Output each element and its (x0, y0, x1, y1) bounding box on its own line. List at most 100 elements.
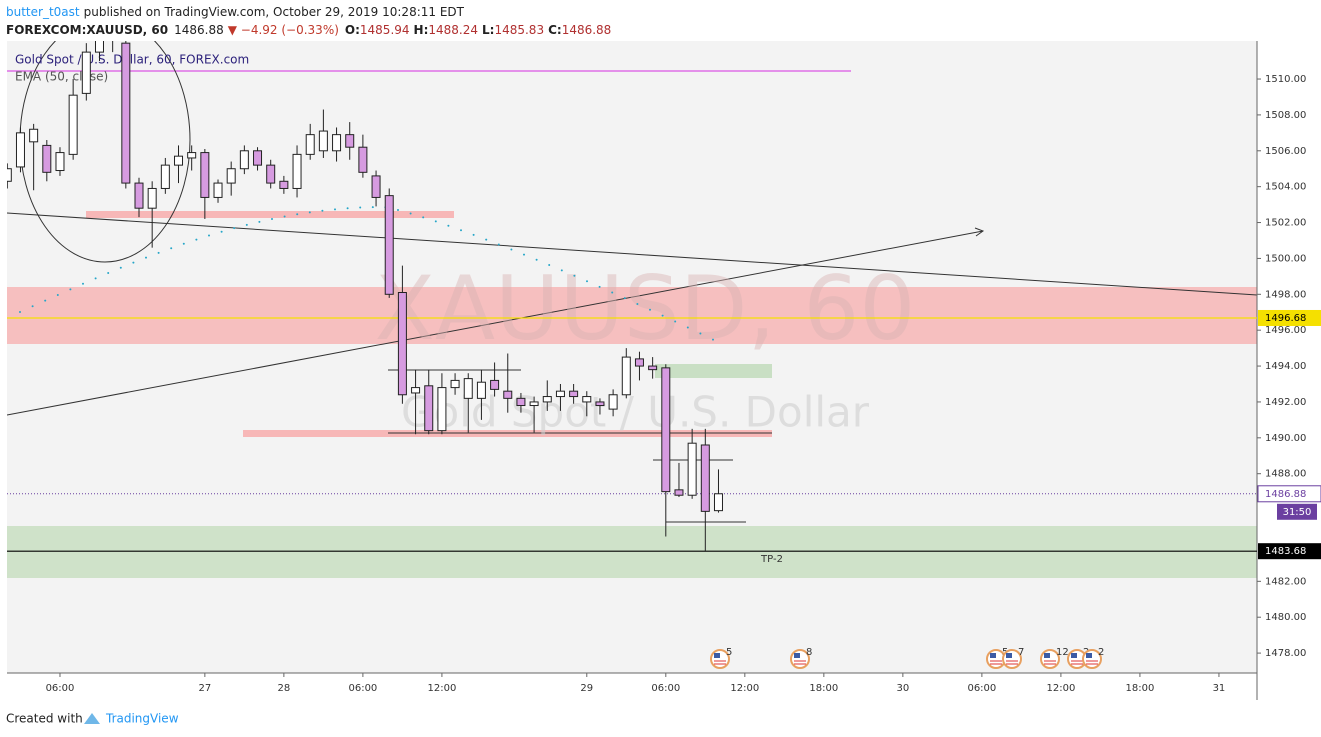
candle-body (450, 379, 460, 389)
event-icon[interactable]: 5 (710, 647, 732, 669)
ohlc-value: 1486.88 (562, 23, 612, 37)
ema-dot (686, 326, 689, 329)
target-zone (7, 526, 1257, 578)
footer-brand[interactable]: TradingView (105, 712, 179, 726)
ema-dot (586, 280, 588, 283)
y-tick-label: 1508.00 (1265, 110, 1306, 121)
ema-dot (195, 238, 198, 241)
event-count: 5 (726, 647, 732, 658)
ema-dot (69, 288, 72, 291)
ema-dot (334, 208, 336, 211)
candle-body (226, 168, 236, 184)
ema-dot (19, 311, 21, 313)
x-tick-label: 31 (1213, 683, 1226, 694)
price-label-box (1258, 309, 1321, 326)
y-tick-label: 1502.00 (1265, 218, 1306, 229)
candle-body (582, 396, 592, 403)
candle-body (239, 150, 249, 170)
candle-body (15, 132, 25, 168)
ema-dot (510, 248, 513, 251)
event-icon[interactable]: 2 (1082, 647, 1104, 669)
x-tick-label: 12:00 (427, 683, 456, 694)
ema-dot (208, 234, 210, 237)
event-icon[interactable]: 8 (790, 647, 812, 669)
ema-dot (699, 332, 702, 335)
ema-dot (321, 209, 324, 212)
trend-line (7, 212, 1257, 296)
event-flag-canton (794, 653, 800, 658)
candle-body (687, 442, 697, 496)
candle-body (542, 396, 552, 403)
ohlc-key: O: (345, 23, 360, 37)
candle-body (200, 152, 210, 198)
ema-dot (371, 206, 374, 209)
arrow-head (974, 227, 985, 237)
ema-dot (649, 308, 651, 311)
ema-dot (485, 238, 488, 241)
event-flag-canton (714, 653, 720, 658)
ema-dot (182, 242, 185, 245)
ema-dot (346, 207, 349, 210)
ema-dot (107, 271, 110, 274)
candle-body (187, 152, 197, 159)
candle-body (305, 134, 315, 155)
y-tick-label: 1498.00 (1265, 289, 1306, 300)
ema-dot (170, 247, 173, 250)
x-tick-label: 12:00 (730, 683, 759, 694)
zone (655, 364, 772, 378)
candle-body (634, 358, 644, 367)
event-icon[interactable]: 12 (1040, 647, 1069, 669)
change: ▼ −4.92 (−0.33%) (228, 23, 339, 37)
ema-dot (422, 216, 425, 219)
event-flag-canton (1071, 653, 1077, 658)
candle-body (463, 378, 473, 399)
candle-body (266, 164, 276, 184)
ema-dot (661, 314, 664, 317)
ema-dot (56, 293, 59, 296)
event-icon[interactable]: 7 (1002, 647, 1024, 669)
candle-body (279, 180, 289, 189)
ema-dot (258, 220, 261, 223)
last-price: 1486.88 (174, 23, 224, 37)
candle-body (555, 390, 565, 398)
ohlc-key: C: (548, 23, 562, 37)
ema-dot (434, 220, 437, 223)
candle-body (332, 134, 342, 152)
footer-created: Created with (6, 712, 83, 726)
event-count: 8 (806, 647, 812, 658)
y-tick-label: 1506.00 (1265, 146, 1306, 157)
x-tick-label: 06:00 (46, 683, 75, 694)
ema-dot (119, 266, 122, 269)
x-tick-label: 12:00 (1046, 683, 1075, 694)
annotation: TP-2 (760, 554, 783, 565)
event-count: 2 (1098, 647, 1104, 658)
ema-dot (460, 229, 462, 232)
y-tick-label: 1494.00 (1265, 361, 1306, 372)
x-tick-label: 30 (896, 683, 909, 694)
y-tick-label: 1500.00 (1265, 253, 1306, 264)
logo (84, 713, 100, 724)
y-tick-label: 1510.00 (1265, 74, 1306, 85)
candle-body (55, 152, 65, 172)
candle-body (68, 94, 78, 155)
ohlc-key: L: (482, 23, 494, 37)
x-tick-label: 18:00 (1126, 683, 1155, 694)
y-tick-label: 1478.00 (1265, 648, 1306, 659)
candle-body (700, 444, 710, 512)
price-label: 1486.88 (1265, 489, 1306, 500)
ema-dot (245, 223, 248, 226)
ema-dot (472, 233, 475, 236)
author[interactable]: butter_t0ast (6, 5, 80, 19)
candle-body (121, 42, 131, 184)
x-tick-label: 29 (580, 683, 593, 694)
price-label-box (1257, 485, 1321, 503)
ema-dot (573, 274, 576, 277)
candle-body (516, 397, 526, 407)
symbol-line: FOREXCOM:XAUUSD, 60 1486.88 ▼ −4.92 (−0.33… (6, 23, 611, 37)
event-count: 12 (1056, 647, 1069, 658)
y-tick-label: 1496.00 (1265, 325, 1306, 336)
ema-dot (598, 285, 601, 288)
y-tick-label: 1504.00 (1265, 182, 1306, 193)
ohlc-key: H: (414, 23, 429, 37)
